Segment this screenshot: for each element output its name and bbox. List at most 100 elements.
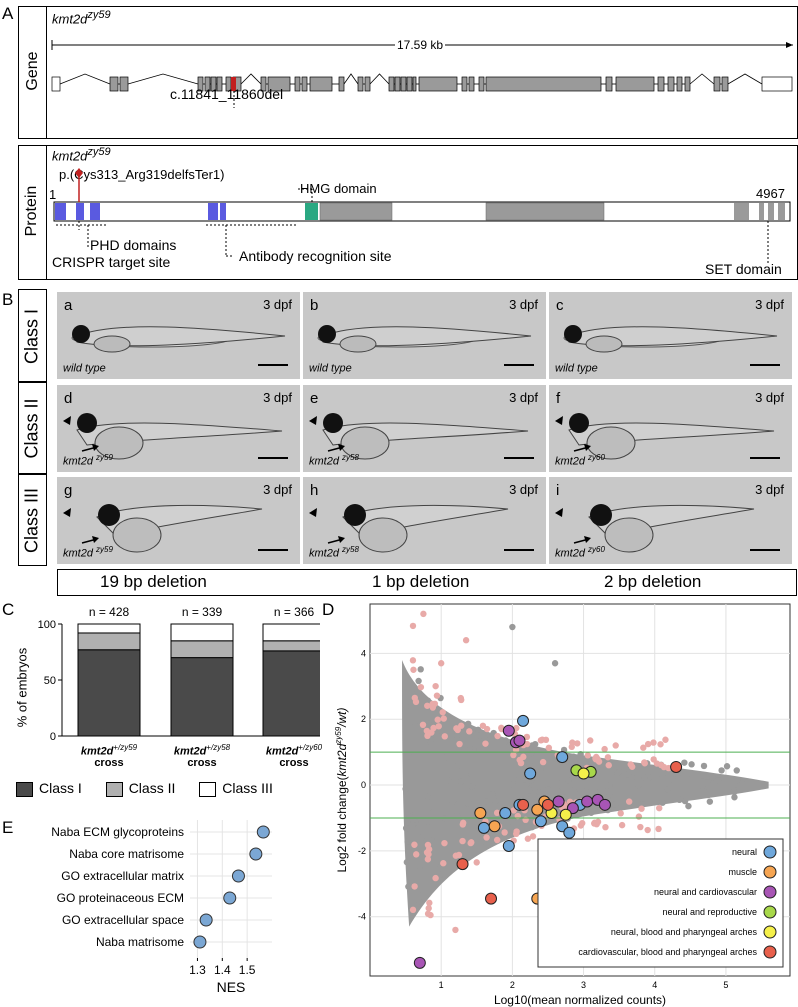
embryo-photo-b: b 3 dpf wild type xyxy=(303,292,546,379)
chart-d-bg-point xyxy=(698,772,706,779)
chart-d-sig-point xyxy=(412,698,420,706)
deletion-bar xyxy=(57,569,797,596)
chart-d-bg-point xyxy=(457,778,465,786)
chart-d-bg-point xyxy=(464,720,472,728)
chart-d-bg-point xyxy=(402,785,409,793)
chart-d-sig-point xyxy=(417,683,425,691)
chart-d-bg-point xyxy=(519,766,527,773)
chart-d-sig-point xyxy=(411,841,418,848)
protein-label-cell xyxy=(18,145,47,280)
deletion-label-1: 19 bp deletion xyxy=(100,572,207,591)
chart-d-sig-point xyxy=(419,721,427,729)
chart-e-xtick-label: 1.5 xyxy=(239,963,256,977)
chart-d-bg-point xyxy=(526,787,533,794)
chart-c-bar-1-class-i xyxy=(77,649,141,737)
chart-d-sig-point xyxy=(410,666,417,673)
chart-d-bg-point xyxy=(602,788,609,795)
chart-d-sig-point xyxy=(432,874,439,882)
chart-d-sig-point xyxy=(510,751,517,759)
chart-d-bg-point xyxy=(424,697,432,704)
chart-d-sig-point xyxy=(545,744,553,752)
legend-class3-swatch xyxy=(199,781,217,797)
photo-stage: 3 dpf xyxy=(509,297,538,312)
chart-d-sig-point xyxy=(644,740,652,748)
chart-d-sig-point xyxy=(625,798,633,805)
chart-d-sig-point xyxy=(637,823,644,831)
chart-d-sig-point xyxy=(640,744,647,751)
chart-d-bg-point xyxy=(544,786,552,793)
protein-row-label: Protein xyxy=(23,185,40,237)
chart-d-sig-point xyxy=(529,833,537,840)
chart-d-bg-point xyxy=(515,777,522,784)
chart-d-highlight-point xyxy=(488,820,501,833)
chart-d-bg-point xyxy=(706,798,714,805)
chart-d-sig-point xyxy=(595,758,603,765)
chart-d-sig-point xyxy=(456,740,463,748)
embryo-photo-e: e 3 dpf kmt2d zy58 xyxy=(303,385,546,472)
chart-d-sig-point xyxy=(458,722,465,729)
chart-d-bg-point xyxy=(659,799,666,806)
photo-letter: d xyxy=(64,390,73,407)
chart-d-sig-point xyxy=(429,704,437,711)
embryo-image xyxy=(555,504,755,553)
chart-d-bg-point xyxy=(664,786,671,793)
chart-d-sig-point xyxy=(441,733,448,740)
chart-d-highlight-point xyxy=(541,798,554,811)
chart-d-bg-point xyxy=(733,767,740,774)
chart-d-bg-point xyxy=(554,787,561,795)
chart-d-bg-point xyxy=(454,812,461,819)
chart-d-bg-point xyxy=(577,783,584,791)
chart-c-bar-2-class-i xyxy=(170,657,234,737)
chart-e-category-label: Naba matrisome xyxy=(96,935,184,949)
chart-d-sig-point xyxy=(662,736,669,743)
chart-d-highlight-point xyxy=(577,767,590,780)
chart-d-sig-point xyxy=(424,732,431,740)
chart-d-ylabel: Log2 fold change(kmt2dzy59/wt) xyxy=(334,707,349,872)
chart-d-highlight-point xyxy=(581,795,594,808)
chart-d-ytick-label: -2 xyxy=(358,846,366,856)
chart-d-sig-point xyxy=(493,836,501,844)
chart-d-bg-point xyxy=(536,788,543,796)
chart-c-stacked-bar: 0 50 100 n = 428 n = 339 n = 366 xyxy=(38,605,320,743)
photo-letter: b xyxy=(310,297,319,314)
chart-d-sig-point xyxy=(440,715,447,722)
chart-d-bg-point xyxy=(606,781,613,789)
chart-d-bg-point xyxy=(659,771,666,779)
chart-d-sig-point xyxy=(466,728,473,735)
chart-c-n-label: n = 366 xyxy=(274,605,315,619)
panel-a-label: A xyxy=(2,4,14,23)
chart-d-sig-point xyxy=(435,723,442,730)
chart-d-bg-point xyxy=(440,754,448,762)
embryo-photo-d: d 3 dpf kmt2d zy59 xyxy=(57,385,300,472)
photo-stage: 3 dpf xyxy=(755,482,784,497)
legend-class1-swatch xyxy=(16,781,33,797)
chart-d-highlight-point xyxy=(502,724,515,737)
chart-d-sig-point xyxy=(494,732,501,740)
chart-d-sig-point xyxy=(579,819,586,827)
chart-e-xtick-label: 1.3 xyxy=(189,963,206,977)
photo-letter: i xyxy=(556,482,560,499)
chart-d-highlight-point xyxy=(670,760,683,773)
embryo-image xyxy=(309,413,529,460)
chart-c-legend: Class I Class II Class III xyxy=(16,780,273,797)
legend-class1: Class I xyxy=(16,780,82,797)
protein-start-label: 1 xyxy=(49,187,57,202)
embryo-image xyxy=(555,413,775,460)
chart-d-sig-point xyxy=(594,818,602,826)
protein-end-label: 4967 xyxy=(756,186,785,201)
chart-d-bg-point xyxy=(715,776,722,784)
chart-c-ytick-label: 0 xyxy=(50,731,56,743)
chart-d-bg-point xyxy=(676,796,683,804)
chart-e-xtick-label: 1.4 xyxy=(214,963,231,977)
chart-d-bg-point xyxy=(453,762,461,770)
chart-d-bg-point xyxy=(417,666,424,673)
scale-bar xyxy=(258,457,288,459)
chart-d-bg-point xyxy=(669,776,676,783)
chart-d-bg-point xyxy=(646,774,653,781)
photo-letter: f xyxy=(556,390,561,407)
embryo-image xyxy=(71,325,286,353)
chart-d-bg-point xyxy=(427,739,434,746)
chart-d-bg-point xyxy=(474,726,482,734)
chart-d-xtick-label: 1 xyxy=(439,980,444,990)
photo-stage: 3 dpf xyxy=(263,297,292,312)
